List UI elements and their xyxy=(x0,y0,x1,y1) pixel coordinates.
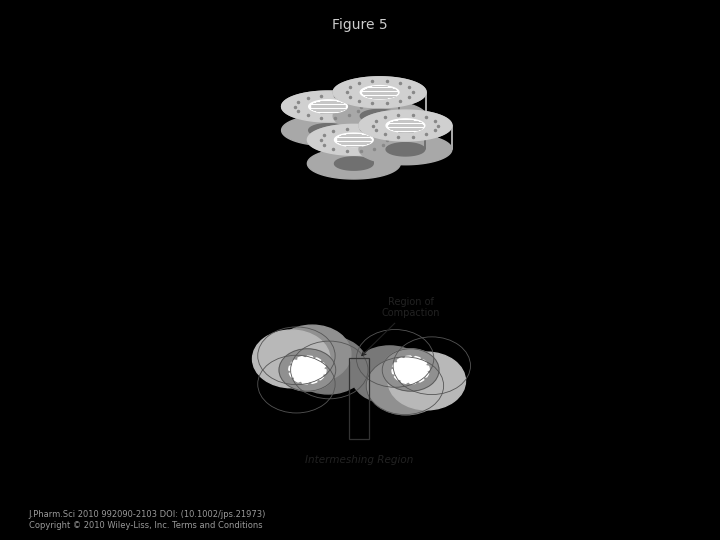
Polygon shape xyxy=(335,133,373,170)
Circle shape xyxy=(274,325,351,383)
Polygon shape xyxy=(360,86,399,123)
Text: Intermeshing Region: Intermeshing Region xyxy=(305,455,413,465)
Text: Copyright © 2010 Wiley-Liss, Inc. Terms and Conditions: Copyright © 2010 Wiley-Liss, Inc. Terms … xyxy=(29,521,262,530)
Polygon shape xyxy=(307,124,400,155)
Polygon shape xyxy=(359,110,452,165)
Text: b: b xyxy=(238,285,248,299)
Polygon shape xyxy=(386,119,425,132)
Polygon shape xyxy=(309,100,347,137)
Polygon shape xyxy=(282,91,374,122)
Polygon shape xyxy=(309,100,347,113)
Polygon shape xyxy=(289,356,326,384)
Circle shape xyxy=(382,349,439,391)
Circle shape xyxy=(388,352,465,410)
Polygon shape xyxy=(392,356,429,384)
Polygon shape xyxy=(333,77,426,107)
Text: Figure 5: Figure 5 xyxy=(332,18,388,32)
Polygon shape xyxy=(386,119,425,156)
Bar xyxy=(348,359,369,439)
Circle shape xyxy=(279,349,336,391)
Text: J.Pharm.Sci 2010 992090-2103 DOI: (10.1002/jps.21973): J.Pharm.Sci 2010 992090-2103 DOI: (10.10… xyxy=(29,510,266,519)
Polygon shape xyxy=(335,133,373,146)
Text: Region of
Compaction: Region of Compaction xyxy=(362,297,440,356)
Polygon shape xyxy=(333,77,426,131)
Polygon shape xyxy=(360,86,399,99)
Text: a: a xyxy=(238,52,247,66)
Polygon shape xyxy=(307,124,400,179)
Circle shape xyxy=(253,330,330,388)
Circle shape xyxy=(351,346,428,403)
Polygon shape xyxy=(359,110,452,141)
Circle shape xyxy=(367,357,444,415)
Circle shape xyxy=(289,336,367,394)
Polygon shape xyxy=(282,91,374,146)
